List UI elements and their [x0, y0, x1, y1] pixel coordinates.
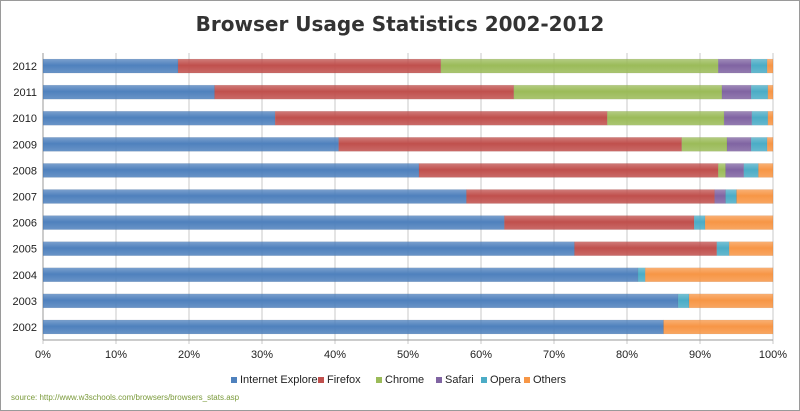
bar-opera-2010 [751, 110, 769, 126]
legend-swatch-opera [481, 377, 487, 383]
x-axis-ticks: 0% 10% 20% 30% 40% 50% 60% 70% 80% 90% 100% [35, 349, 787, 361]
bar-internet-explorer-2008 [42, 163, 420, 178]
legend-swatch-internet-explorer [231, 377, 237, 383]
bar-others-2011 [767, 84, 774, 100]
bar-safari-2007 [714, 189, 726, 204]
bar-internet-explorer-2010 [42, 110, 276, 126]
legend: Internet Explorer Firefox Chrome Safari Oper… [231, 374, 567, 386]
legend-label-chrome: Chrome [385, 374, 424, 386]
y-tick-label: 2006 [13, 218, 37, 230]
y-tick-label: 2010 [13, 113, 37, 125]
bar-internet-explorer-2007 [42, 189, 467, 204]
bar-internet-explorer-2005 [42, 241, 575, 256]
y-tick-label: 2009 [13, 139, 37, 151]
bar-firefox-2008 [418, 163, 719, 178]
bar-firefox-2009 [338, 137, 682, 152]
bar-opera-2012 [750, 58, 768, 74]
y-tick-label: 2002 [13, 322, 37, 334]
chart-title: Browser Usage Statistics 2002-2012 [196, 12, 605, 36]
x-tick-label: 90% [689, 349, 711, 361]
bar-internet-explorer-2003 [42, 293, 679, 309]
bar-others-2009 [766, 137, 774, 152]
bar-others-2007 [736, 189, 774, 204]
bar-opera-2006 [693, 215, 706, 230]
bar-safari-2010 [723, 110, 753, 126]
bar-opera-2004 [637, 267, 646, 283]
y-tick-label: 2007 [13, 192, 37, 204]
bar-others-2012 [766, 58, 774, 74]
bar-others-2008 [758, 163, 774, 178]
bar-opera-2005 [716, 241, 730, 256]
bar-safari-2011 [721, 84, 752, 100]
legend-swatch-safari [436, 377, 442, 383]
x-tick-label: 40% [324, 349, 346, 361]
x-tick-label: 20% [178, 349, 200, 361]
legend-label-opera: Opera [490, 374, 521, 386]
legend-swatch-chrome [376, 377, 382, 383]
legend-label-safari: Safari [445, 374, 474, 386]
x-tick-label: 10% [105, 349, 127, 361]
bar-opera-2007 [725, 189, 737, 204]
y-tick-label: 2003 [13, 296, 37, 308]
bar-opera-2009 [750, 137, 768, 152]
bar-others-2005 [728, 241, 774, 256]
bar-firefox-2011 [214, 84, 515, 100]
bar-firefox-2010 [274, 110, 608, 126]
x-tick-label: 70% [543, 349, 565, 361]
legend-label-internet-explorer: Internet Explorer [240, 374, 322, 386]
bar-internet-explorer-2012 [42, 58, 179, 74]
y-tick-label: 2005 [13, 244, 37, 256]
bar-firefox-2006 [504, 215, 695, 230]
bar-chrome-2011 [513, 84, 723, 100]
legend-label-firefox: Firefox [327, 374, 361, 386]
bar-chrome-2009 [681, 137, 728, 152]
x-tick-label: 0% [35, 349, 51, 361]
bar-safari-2008 [725, 163, 745, 178]
bar-others-2010 [767, 110, 774, 126]
y-tick-label: 2004 [13, 270, 37, 282]
bar-others-2004 [645, 267, 774, 283]
bar-chrome-2012 [440, 58, 719, 74]
bar-opera-2008 [743, 163, 759, 178]
bar-stacks [42, 58, 774, 335]
bar-internet-explorer-2004 [42, 267, 639, 283]
bar-others-2003 [688, 293, 774, 309]
y-tick-label: 2011 [13, 87, 37, 99]
bar-opera-2003 [677, 293, 690, 309]
bar-internet-explorer-2011 [42, 84, 215, 100]
y-axis-ticks: 2012 2011 2010 2009 2008 2007 2006 2005 2004 2003… [13, 61, 37, 334]
bar-internet-explorer-2006 [42, 215, 505, 230]
x-tick-label: 80% [616, 349, 638, 361]
legend-label-others: Others [533, 374, 567, 386]
x-tick-label: 30% [251, 349, 273, 361]
bar-internet-explorer-2002 [42, 319, 664, 335]
x-tick-label: 100% [759, 349, 787, 361]
legend-swatch-others [524, 377, 530, 383]
bar-others-2006 [704, 215, 774, 230]
bar-firefox-2012 [177, 58, 442, 74]
bar-opera-2011 [750, 84, 769, 100]
source-note: source: http://www.w3schools.com/browser… [11, 393, 240, 402]
y-tick-label: 2008 [13, 165, 37, 177]
bar-firefox-2005 [574, 241, 718, 256]
bar-chrome-2008 [718, 163, 726, 178]
bar-chrome-2010 [607, 110, 725, 126]
x-tick-label: 60% [470, 349, 492, 361]
bar-firefox-2007 [466, 189, 715, 204]
legend-swatch-firefox [318, 377, 324, 383]
y-tick-label: 2012 [13, 61, 37, 73]
bar-safari-2009 [726, 137, 752, 152]
bar-internet-explorer-2009 [42, 137, 339, 152]
x-tick-label: 50% [397, 349, 419, 361]
bar-others-2002 [663, 319, 774, 335]
bar-safari-2012 [718, 58, 752, 74]
